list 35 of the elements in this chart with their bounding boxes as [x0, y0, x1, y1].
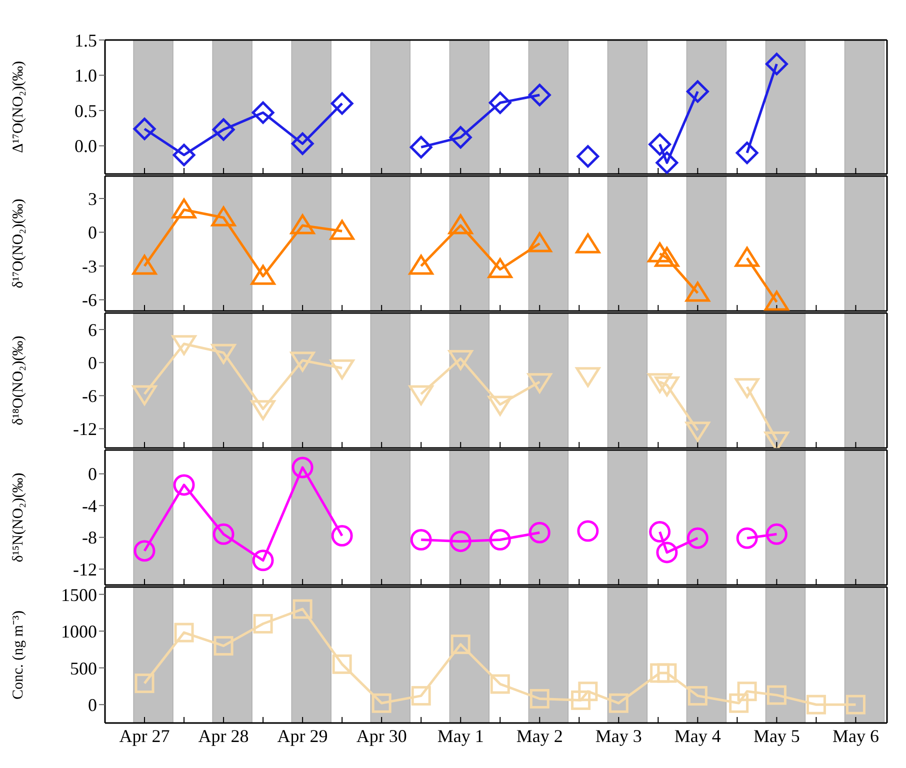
y-tick-label: 0.5 [74, 100, 97, 121]
y-axis-title: δ¹⁸O(NO₂)(‰) [10, 336, 26, 426]
x-tick-label: May 5 [753, 726, 800, 746]
y-tick-label: 1500 [61, 584, 97, 605]
x-tick-label: Apr 28 [198, 726, 249, 746]
x-tick-label: May 4 [674, 726, 721, 746]
y-tick-label: -4 [82, 496, 97, 516]
y-tick-label: 500 [70, 658, 97, 678]
y-tick-label: 1.0 [74, 66, 97, 86]
y-tick-label: -12 [73, 560, 97, 580]
x-tick-label: May 3 [595, 726, 642, 746]
x-tick-label: May 6 [832, 726, 879, 746]
y-axis-title: δ¹⁷O(NO₂)(‰) [10, 198, 26, 288]
y-tick-label: 1.5 [74, 30, 97, 50]
y-tick-label: 6 [88, 320, 97, 340]
x-tick-label: Apr 27 [119, 726, 170, 746]
y-tick-label: 3 [88, 188, 97, 209]
y-axis-title: Conc. (ng m⁻³) [10, 610, 26, 700]
y-tick-label: 0 [88, 352, 97, 373]
y-tick-label: -8 [82, 528, 97, 548]
y-axis-title: δ¹⁵N(NO₂)(‰) [10, 472, 26, 562]
y-tick-label: -3 [82, 256, 97, 276]
y-tick-label: 1000 [61, 622, 97, 642]
y-tick-label: 0 [88, 222, 97, 243]
y-tick-label: -12 [73, 419, 97, 440]
y-tick-label: 0.0 [74, 136, 97, 156]
x-tick-label: Apr 30 [356, 726, 407, 746]
x-tick-label: Apr 29 [277, 726, 328, 746]
y-axis-title: Δ¹⁷O(NO₂)(‰) [10, 60, 26, 154]
y-tick-label: 0 [88, 695, 97, 716]
x-tick-label: May 1 [437, 726, 484, 746]
y-tick-label: -6 [82, 386, 97, 406]
y-tick-label: 0 [88, 464, 97, 484]
x-tick-label: May 2 [516, 726, 563, 746]
y-tick-label: -6 [82, 290, 97, 310]
